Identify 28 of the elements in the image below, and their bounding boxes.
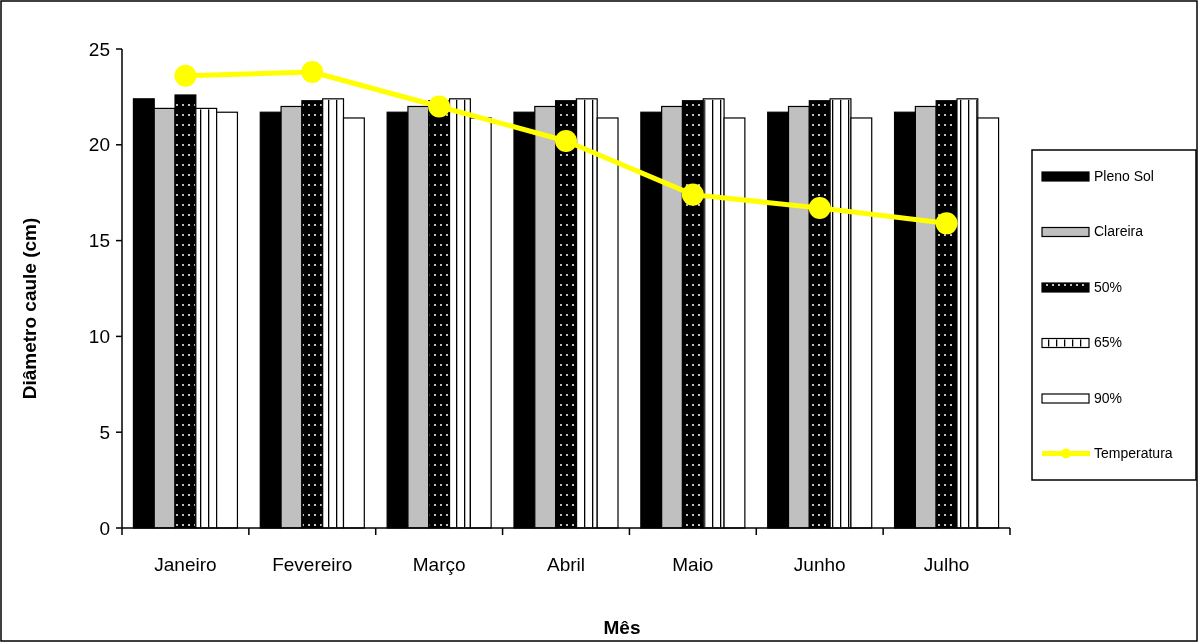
y-tick-label: 20 — [88, 134, 110, 156]
x-tick-label: Fevereiro — [272, 554, 353, 575]
point — [935, 212, 958, 235]
legend-label: Pleno Sol — [1094, 167, 1154, 184]
y-tick-label: 5 — [99, 421, 110, 443]
y-tick-label: 0 — [99, 517, 110, 539]
legend-label: 90% — [1094, 389, 1123, 406]
point — [428, 95, 451, 118]
y-tick-label: 25 — [88, 38, 110, 60]
point — [681, 183, 704, 206]
x-axis-title: Mês — [603, 617, 641, 638]
legend-label: 65% — [1094, 334, 1123, 351]
point — [808, 197, 831, 220]
point — [301, 60, 324, 83]
x-tick-label: Julho — [923, 554, 970, 575]
x-tick-label: Abril — [546, 554, 586, 575]
point — [174, 64, 197, 87]
legend-label: Temperatura — [1094, 445, 1173, 462]
x-tick-label: Maio — [672, 554, 714, 575]
y-axis-title: Diâmetro caule (cm) — [19, 217, 40, 400]
y-tick-label: 15 — [88, 230, 110, 252]
x-tick-label: Março — [412, 554, 466, 575]
legend-label: 50% — [1094, 278, 1123, 295]
x-tick-label: Janeiro — [154, 554, 217, 575]
y-tick-label: 10 — [88, 326, 110, 348]
x-tick-label: Junho — [793, 554, 846, 575]
point — [555, 129, 577, 152]
legend-label: Clareira — [1094, 223, 1144, 240]
